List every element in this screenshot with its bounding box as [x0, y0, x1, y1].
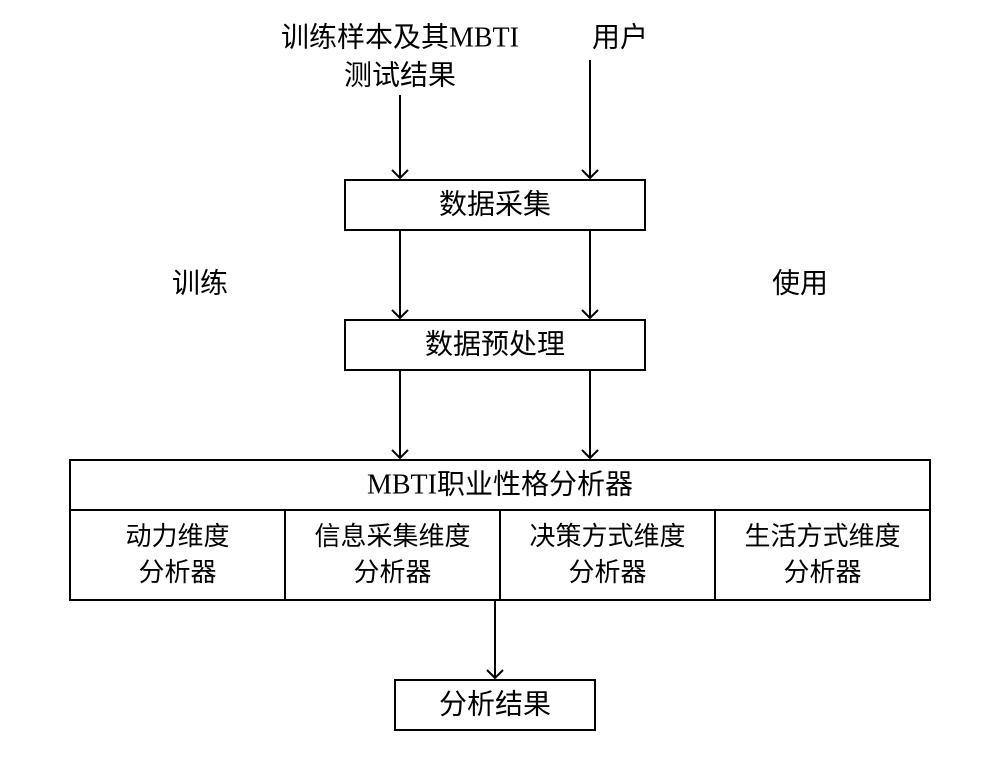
analyzer-cell-0-line1: 动力维度 — [125, 522, 229, 551]
input-label-train-line2: 测试结果 — [344, 59, 456, 91]
label-preprocess: 数据预处理 — [425, 328, 565, 360]
label-result: 分析结果 — [439, 688, 551, 720]
analyzer-cell-3-line2: 分析器 — [783, 558, 861, 587]
input-label-user: 用户 — [592, 21, 648, 53]
side-label-use: 使用 — [772, 267, 828, 299]
analyzer-cell-1-line2: 分析器 — [353, 558, 431, 587]
analyzer-cell-2-line1: 决策方式维度 — [529, 522, 685, 551]
label-analyzer-header: MBTI职业性格分析器 — [367, 468, 633, 500]
analyzer-cell-2-line2: 分析器 — [568, 558, 646, 587]
input-label-train-line1: 训练样本及其MBTI — [281, 21, 519, 53]
side-label-train: 训练 — [172, 267, 228, 299]
analyzer-cell-3-line1: 生活方式维度 — [744, 522, 900, 551]
label-data-collect: 数据采集 — [439, 188, 551, 220]
analyzer-cell-1-line1: 信息采集维度 — [314, 522, 470, 551]
analyzer-cell-0-line2: 分析器 — [138, 558, 216, 587]
flowchart-svg: 训练样本及其MBTI 测试结果 用户数据采集训练 使用数据预处理 MBTI职业性格分析器… — [0, 0, 1000, 779]
